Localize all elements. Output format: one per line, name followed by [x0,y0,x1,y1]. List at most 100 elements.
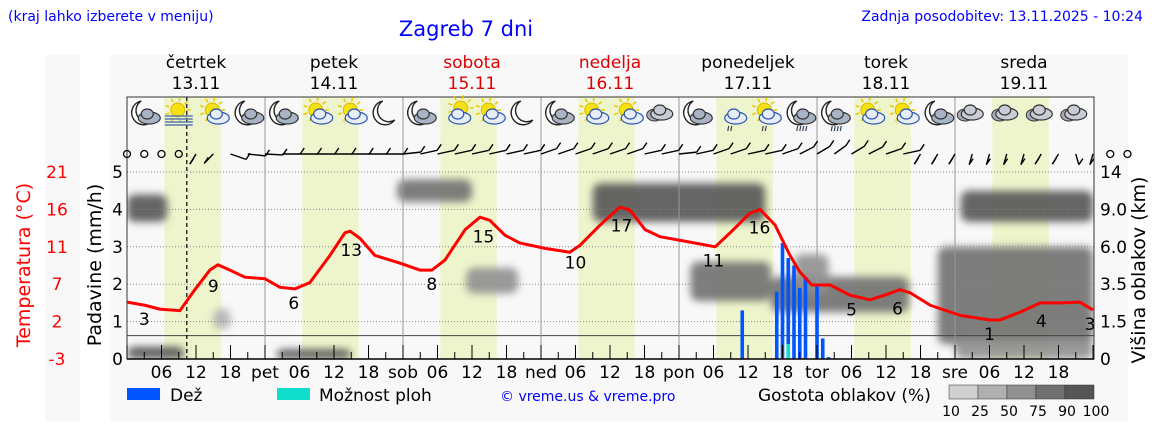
wind-feather [420,145,426,153]
temperature-label: 9 [208,277,219,297]
wind-barb-icon [948,153,956,165]
x-tick-hour: 06 [151,363,173,383]
last-updated: Zadnja posodobitev: 13.11.2025 - 10:24 [861,9,1143,25]
temperature-label: 13 [340,241,362,261]
wind-shaft [609,147,626,155]
cloud-scale-label: 50 [1000,404,1018,420]
wind-barb-icon [1089,153,1095,166]
copyright-link[interactable]: © vreme.us & vreme.pro [500,389,675,405]
sun-ray [868,97,871,102]
precipitation-tick: 4 [112,200,123,220]
wind-barb-icon [627,142,648,155]
wind-feather [968,158,974,166]
wind-barb-icon [730,142,751,155]
wind-barb-icon [713,142,734,155]
cloud-shape [278,108,292,120]
cloud-shape [554,108,568,120]
sun-ray [184,101,189,105]
day-name: ponedeljek [701,53,795,73]
sun-ray [903,97,906,102]
temperature-tick: 16 [46,200,68,220]
cloud-shape [963,104,977,116]
sun-ray [889,104,895,108]
x-tick-hour: 06 [289,363,311,383]
wind-barb-icon [985,153,991,166]
wind-feather [540,143,546,151]
cloud-cover [127,179,1093,359]
wind-shaft [782,147,799,155]
x-tick-hour: 06 [427,363,449,383]
temperature-tick: 7 [52,275,63,295]
rain-bar [792,265,796,359]
wind-barb-icon [575,142,596,155]
x-tick-hour: 06 [979,363,1001,383]
wind-feather [642,142,648,149]
daylight-band [854,97,911,359]
temperature-label: 15 [473,227,495,247]
location-hint[interactable]: (kraj lahko izberete v meniju) [8,9,214,25]
wind-feather [901,142,907,149]
day-date: 14.11 [310,74,359,94]
cloud-shape [623,108,637,120]
wind-feather [829,139,835,147]
temperature-tick: 11 [46,238,68,258]
precipitation-tick: 0 [112,350,123,370]
wind-shaft [903,149,921,155]
day-date: 16.11 [586,74,635,94]
rain-drop [839,125,842,132]
cloud-height-tick: 0 [1100,350,1111,370]
cloud-scale-label: 10 [942,404,960,420]
wind-feather [712,143,718,151]
cloud-shape [727,108,741,120]
wind-barb-icon [506,143,528,155]
x-tick-day: tor [805,363,829,383]
cloud-shape [1067,104,1081,116]
sun-ray [489,97,492,102]
daylight-band [164,97,221,359]
moon-cloud-icon [406,100,437,126]
cloud-density-scale: 10 25 50 75 90 100 [942,384,1110,420]
wind-feather [573,142,579,149]
cloud-area [794,254,829,294]
wind-shaft [575,147,592,155]
wind-feather [334,147,340,155]
cloud-scale-swatch [948,384,979,400]
wind-feather [1020,158,1026,166]
wind-barb-icon [334,147,357,155]
sun-cloud-icon [579,97,610,125]
wind-barb-icon [299,147,323,155]
temperature-tick: -3 [49,350,66,370]
wind-barb-icon [420,143,442,155]
sun-ray [751,104,757,108]
sun-ray [598,101,603,105]
cloud-area [127,194,168,222]
x-tick-hour: 06 [841,363,863,383]
cloud-scale-label: 100 [1083,404,1110,420]
showers-bar [786,344,791,359]
x-tick-hour: 18 [1048,363,1070,383]
sun-ray [205,98,209,103]
sun-ray [770,101,775,105]
wind-feather [488,143,494,151]
temperature-label: 6 [892,299,903,319]
x-tick-hour: 18 [772,363,794,383]
wind-barb-icon [747,143,770,155]
wind-feather [189,157,195,165]
cloudy-icon [1060,104,1088,122]
moon-cloud-icon [682,100,713,126]
rain-bar [803,276,808,359]
precipitation-tick: 2 [112,275,123,295]
wind-barb-icon [765,143,787,155]
wind-barb-icon [1002,153,1009,166]
temperature-label: 16 [749,219,771,239]
wind-shaft [678,151,697,155]
wind-feather [985,158,991,166]
rain-drop [836,125,839,132]
wind-barb-icon [592,142,613,155]
wind-feather [299,147,305,155]
wind-feather [781,143,787,151]
wind-barb-icon [1051,153,1060,165]
cloud-shape [416,108,430,120]
rain-bar [774,291,779,359]
